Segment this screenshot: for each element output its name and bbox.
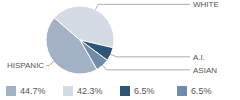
svg-text:WHITE: WHITE (193, 0, 219, 9)
html-text:42.3%: 42.3% (77, 86, 103, 96)
html-text:6.5%: 6.5% (191, 86, 212, 96)
html-text:6.5%: 6.5% (134, 86, 155, 96)
html-text:44.7%: 44.7% (20, 86, 46, 96)
svg-text:ASIAN: ASIAN (193, 66, 217, 75)
svg-text:A.I.: A.I. (193, 53, 205, 62)
svg-text:HISPANIC: HISPANIC (8, 61, 44, 70)
